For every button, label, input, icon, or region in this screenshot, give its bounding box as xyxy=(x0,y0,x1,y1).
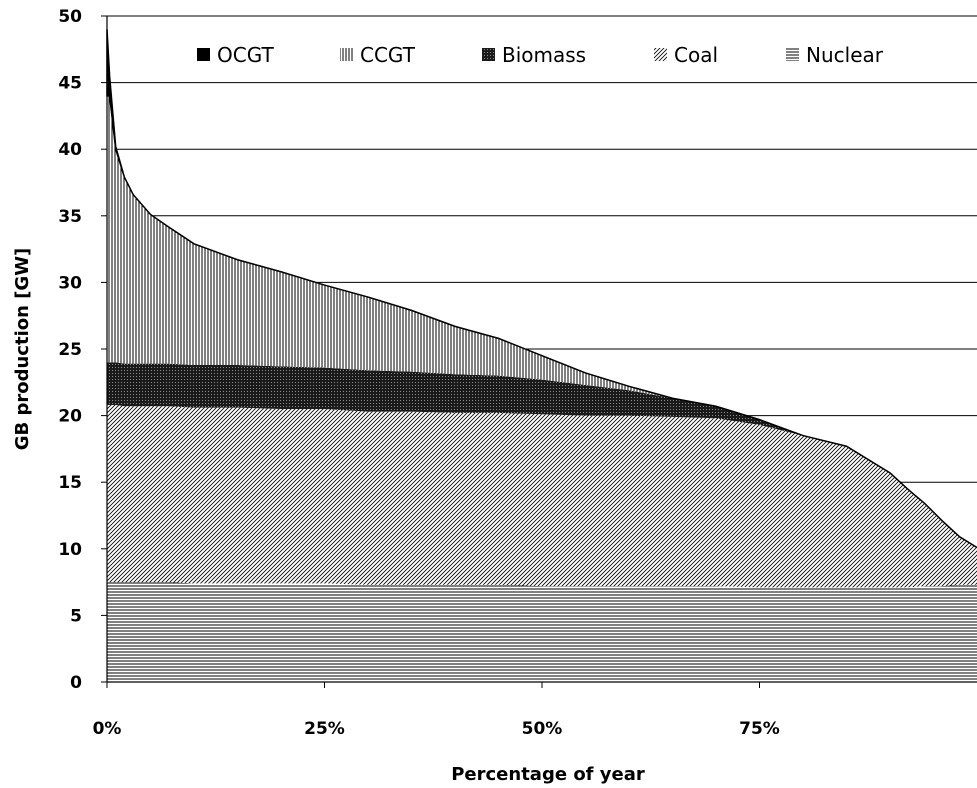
y-tick-label: 50 xyxy=(58,7,82,27)
series-area-ccgt xyxy=(107,95,977,548)
series-area-coal xyxy=(107,404,977,588)
series-area-nuclear xyxy=(107,582,977,682)
x-tick-label: 75% xyxy=(739,719,780,739)
x-axis-title: Percentage of year xyxy=(451,764,645,785)
x-tick-labels: 0% 25% 50% 75% xyxy=(93,719,780,739)
legend-label-nuclear: Nuclear xyxy=(806,43,884,67)
y-axis-title: GB production [GW] xyxy=(12,248,33,451)
legend-item-nuclear: Nuclear xyxy=(786,43,884,67)
series-area-biomass xyxy=(107,362,977,548)
legend-label-biomass: Biomass xyxy=(502,43,586,67)
y-tick-label: 0 xyxy=(70,673,82,693)
x-tick-label: 0% xyxy=(93,719,122,739)
legend-swatch-biomass xyxy=(482,48,495,61)
y-tick-label: 10 xyxy=(58,540,82,560)
y-tick-label: 35 xyxy=(58,207,82,227)
legend-item-ccgt: CCGT xyxy=(340,43,416,67)
y-tick-label: 40 xyxy=(58,140,82,160)
legend-item-coal: Coal xyxy=(654,43,718,67)
y-tick-label: 30 xyxy=(58,273,82,293)
axes xyxy=(101,15,977,688)
y-tick-labels: 0 5 10 15 20 25 30 35 40 45 50 xyxy=(58,7,82,693)
x-tick-label: 50% xyxy=(522,719,563,739)
y-tick-label: 20 xyxy=(58,407,82,427)
y-tick-label: 25 xyxy=(58,340,82,360)
legend-swatch-coal xyxy=(654,48,667,61)
legend-label-ccgt: CCGT xyxy=(360,43,416,67)
y-tick-label: 45 xyxy=(58,74,82,94)
x-tick-label: 25% xyxy=(304,719,345,739)
legend: OCGT CCGT Biomass Coal Nuclear xyxy=(197,43,884,67)
series-area-ocgt xyxy=(106,29,977,549)
legend-item-biomass: Biomass xyxy=(482,43,586,67)
legend-swatch-ccgt xyxy=(340,48,353,61)
legend-swatch-nuclear xyxy=(786,48,799,61)
legend-item-ocgt: OCGT xyxy=(197,43,274,67)
legend-label-ocgt: OCGT xyxy=(217,43,274,67)
legend-label-coal: Coal xyxy=(674,43,718,67)
y-tick-label: 5 xyxy=(70,606,82,626)
legend-swatch-ocgt xyxy=(197,48,210,61)
y-tick-label: 15 xyxy=(58,473,82,493)
stacked-areas xyxy=(106,29,977,682)
